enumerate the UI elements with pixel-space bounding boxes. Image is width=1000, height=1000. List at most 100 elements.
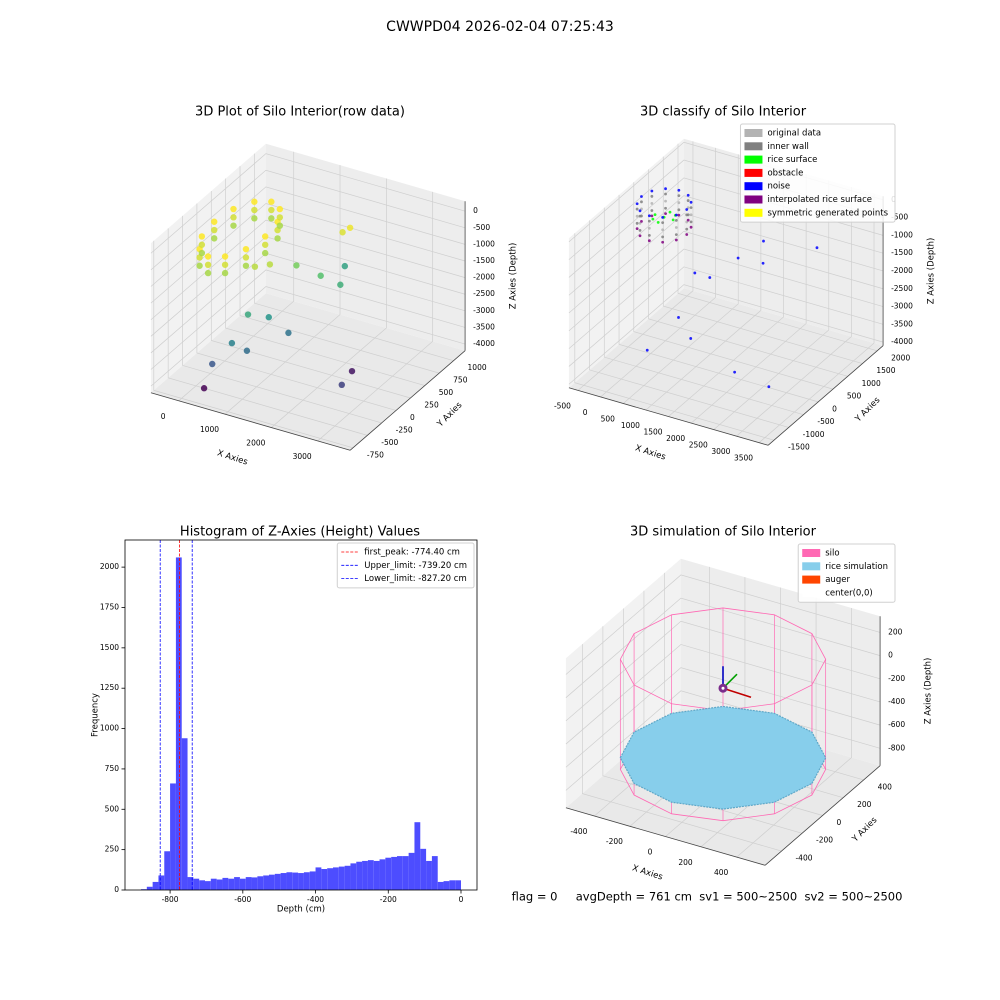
grid-line [736, 607, 852, 858]
legend-label: silo [825, 549, 839, 559]
point [640, 195, 643, 198]
point [689, 225, 693, 229]
z-tick-label: -1500 [891, 248, 913, 257]
x-tick-label: -400 [307, 895, 324, 904]
point [348, 367, 356, 375]
point [242, 245, 250, 253]
z-tick-label: -200 [888, 674, 905, 683]
y-tick-label: -750 [367, 450, 384, 459]
x-tick-label: 1500 [643, 428, 662, 437]
point [671, 218, 675, 222]
legend-label: rice surface [767, 155, 817, 165]
bar [152, 881, 159, 890]
bar [327, 868, 333, 890]
x-tick-label: 3500 [734, 454, 753, 463]
bar [245, 877, 252, 890]
grid-line [239, 166, 440, 374]
point [645, 348, 649, 352]
grid-line [317, 191, 434, 442]
legend-swatch [744, 168, 763, 177]
legend-swatch [744, 208, 763, 217]
grid-line [568, 284, 884, 385]
z-tick-label: -2000 [891, 266, 913, 275]
bar [170, 783, 176, 890]
grid-line [589, 220, 789, 428]
legend-swatch [802, 549, 821, 557]
point [268, 206, 275, 214]
point [661, 221, 665, 225]
z-tick-label: -1500 [473, 256, 495, 265]
point [661, 215, 665, 219]
point [276, 222, 284, 229]
point [266, 261, 274, 268]
legend-box [797, 543, 896, 603]
point [677, 188, 681, 192]
x-tick-label: 3000 [293, 452, 312, 461]
bar [158, 875, 165, 890]
point [261, 241, 269, 248]
point [736, 256, 740, 260]
z-tick-label: -4000 [891, 337, 913, 346]
grid-line [602, 626, 803, 834]
y-axis-line [349, 350, 466, 451]
legend-label: Upper_limit: -739.20 cm [364, 561, 467, 571]
point [211, 218, 218, 225]
pane-right [265, 143, 466, 351]
point [689, 200, 693, 204]
grid-line [758, 193, 875, 443]
y-tick-label: 1000 [100, 724, 119, 733]
x-tick-label: -400 [570, 827, 587, 836]
point [251, 206, 258, 214]
point [686, 218, 690, 222]
bar [379, 859, 386, 890]
bar [402, 856, 409, 890]
point [674, 233, 678, 237]
figure-title: CWWPD04 2026-02-04 07:25:43 [386, 19, 614, 35]
y-tick-label: 2000 [891, 353, 910, 362]
legend-swatch [744, 195, 763, 204]
y-tick-label: 2000 [100, 562, 119, 571]
axes-frame [124, 539, 478, 891]
point [204, 261, 212, 269]
point [221, 261, 229, 268]
z-tick-label: 0 [888, 651, 893, 660]
point [261, 249, 269, 257]
point [638, 234, 642, 238]
point [285, 329, 292, 337]
bar [426, 860, 432, 890]
y-tick-label: 400 [878, 782, 893, 791]
z-tick-label: -1000 [891, 230, 913, 239]
x-tick-label: 1000 [200, 425, 219, 434]
x-tick-label: 2000 [666, 434, 685, 443]
grid-line [713, 180, 830, 430]
x-axis-label: X Axies [634, 443, 667, 462]
z-axis-label: Z Axies (Depth) [924, 658, 934, 725]
point [635, 214, 639, 218]
legend-label: original data [767, 129, 821, 139]
bar [164, 851, 171, 890]
bar [367, 860, 374, 890]
point [677, 208, 681, 212]
grid-line [150, 286, 466, 387]
point [221, 269, 229, 277]
grid-line [150, 203, 466, 304]
point [276, 205, 284, 213]
z-tick-label: -3500 [891, 319, 913, 328]
point [664, 199, 667, 203]
grid-line [565, 667, 881, 768]
grid-line [150, 269, 466, 370]
point [674, 226, 678, 229]
bar [350, 863, 357, 890]
grid-line [633, 182, 834, 390]
point [337, 281, 344, 288]
grid-line [225, 178, 425, 386]
grid-line [662, 156, 863, 364]
grid-line [167, 228, 368, 436]
grid-line [271, 178, 387, 428]
point [200, 385, 208, 392]
point [338, 381, 345, 388]
bar [338, 866, 345, 890]
point [664, 206, 667, 210]
legend-swatch [744, 155, 763, 164]
bar [187, 877, 194, 890]
